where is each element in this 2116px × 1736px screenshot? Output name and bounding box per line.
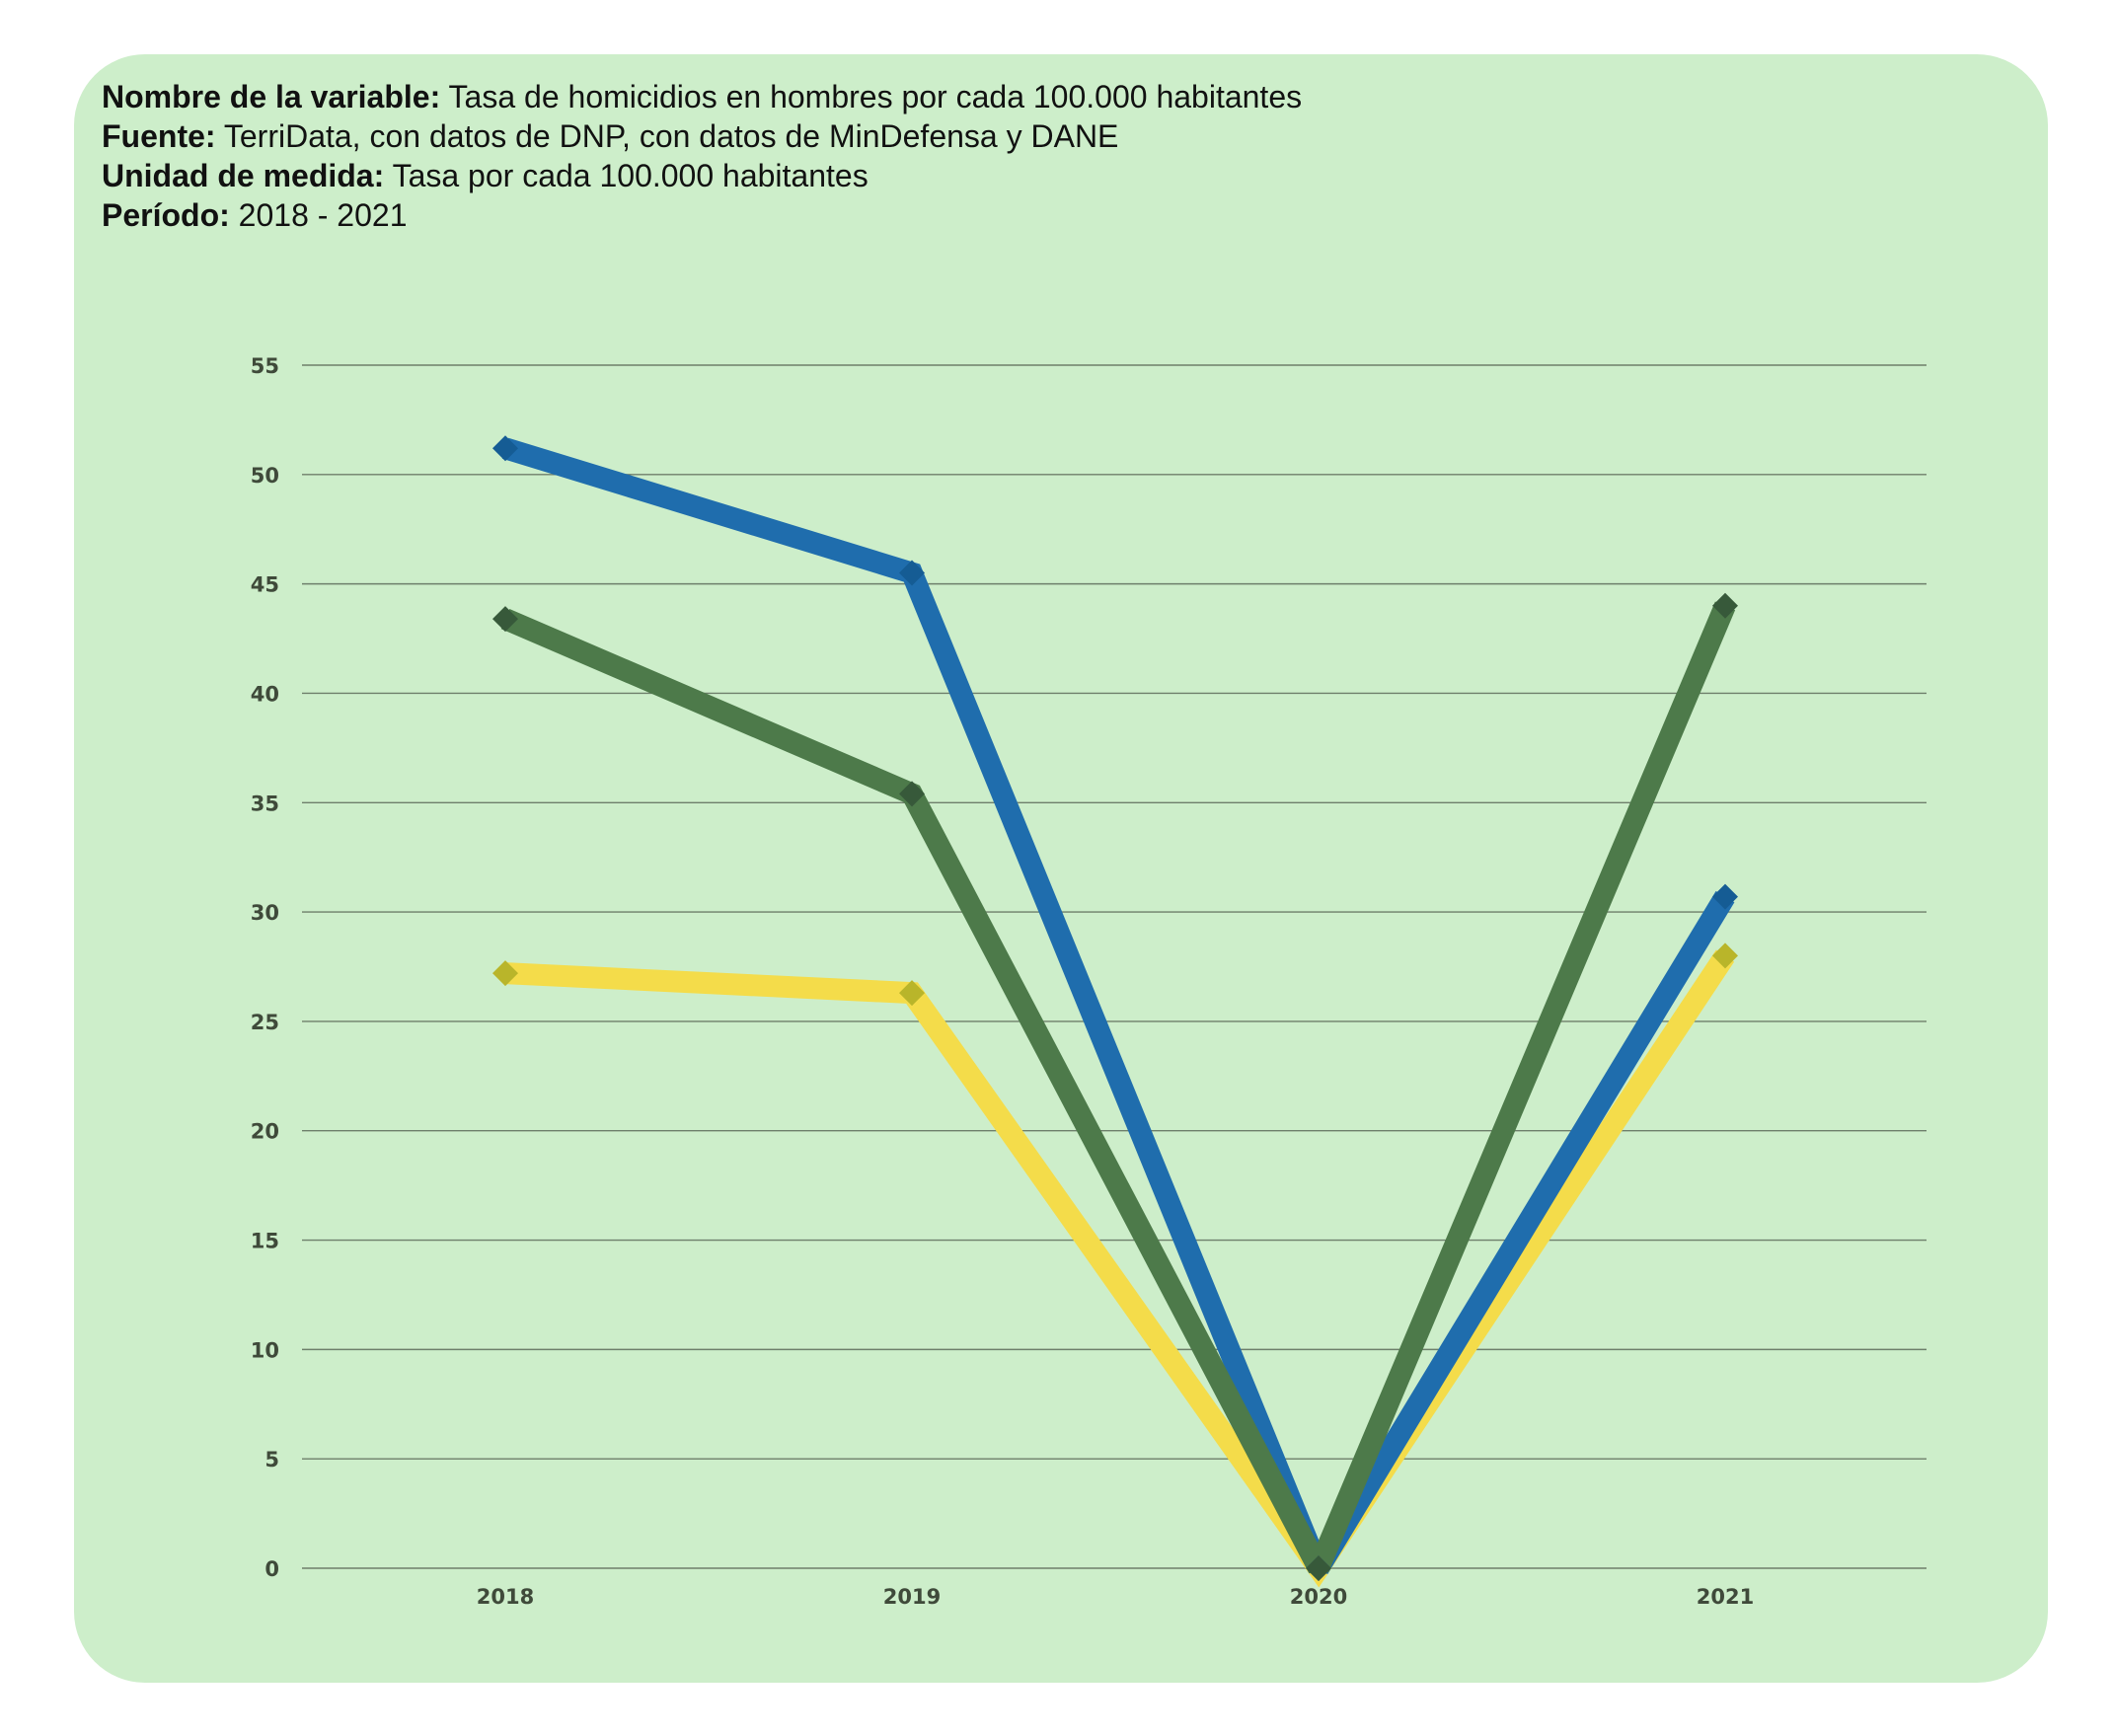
y-tick-label: 0 bbox=[264, 1557, 279, 1581]
x-tick-label: 2020 bbox=[1290, 1585, 1347, 1609]
series-line-3 bbox=[504, 949, 1735, 1588]
variable-name-row: Nombre de la variable: Tasa de homicidio… bbox=[102, 77, 1302, 116]
x-axis-ticks: 2018 2019 2020 2021 bbox=[477, 1585, 1754, 1609]
series-2-point-2018 bbox=[492, 606, 518, 633]
y-tick-label: 15 bbox=[251, 1230, 279, 1253]
chart-card bbox=[74, 54, 2048, 1683]
y-tick-label: 50 bbox=[251, 464, 279, 488]
series-line-1 bbox=[501, 437, 1735, 1574]
series-3-point-2021 bbox=[1712, 943, 1738, 969]
series-markers bbox=[492, 435, 1738, 1581]
y-tick-label: 40 bbox=[251, 682, 279, 706]
y-tick-label: 20 bbox=[251, 1120, 279, 1144]
series-1-point-2019 bbox=[899, 560, 925, 586]
y-tick-label: 5 bbox=[264, 1448, 279, 1472]
y-tick-label: 35 bbox=[251, 792, 279, 815]
y-tick-label: 25 bbox=[251, 1011, 279, 1034]
series-2-point-2019 bbox=[899, 781, 925, 807]
variable-name-label: Nombre de la variable: bbox=[102, 79, 441, 114]
series-2-point-2020 bbox=[1306, 1555, 1331, 1581]
chart-metadata: Nombre de la variable: Tasa de homicidio… bbox=[102, 77, 1302, 235]
unit-value: Tasa por cada 100.000 habitantes bbox=[392, 158, 869, 193]
x-tick-label: 2019 bbox=[883, 1585, 941, 1609]
unit-label: Unidad de medida: bbox=[102, 158, 385, 193]
series-line-2 bbox=[500, 601, 1736, 1574]
period-value: 2018 - 2021 bbox=[238, 197, 408, 233]
source-row: Fuente: TerriData, con datos de DNP, con… bbox=[102, 116, 1302, 156]
series-3-point-2019 bbox=[899, 980, 925, 1007]
series-1-point-2021 bbox=[1712, 883, 1738, 910]
variable-name-value: Tasa de homicidios en hombres por cada 1… bbox=[448, 79, 1303, 114]
y-tick-label: 30 bbox=[251, 901, 279, 925]
y-tick-label: 10 bbox=[251, 1338, 279, 1362]
series-3-point-2018 bbox=[492, 960, 518, 987]
y-tick-label: 55 bbox=[251, 354, 279, 378]
series-1-point-2018 bbox=[492, 435, 518, 462]
x-tick-label: 2018 bbox=[477, 1585, 534, 1609]
x-tick-label: 2021 bbox=[1697, 1585, 1754, 1609]
source-label: Fuente: bbox=[102, 118, 216, 154]
series-lines bbox=[500, 437, 1736, 1588]
y-axis-ticks: 0 5 10 15 20 25 30 35 40 45 50 55 bbox=[251, 354, 279, 1581]
period-label: Período: bbox=[102, 197, 230, 233]
source-value: TerriData, con datos de DNP, con datos d… bbox=[223, 118, 1119, 154]
series-2-point-2021 bbox=[1712, 592, 1738, 619]
period-row: Período: 2018 - 2021 bbox=[102, 195, 1302, 235]
unit-row: Unidad de medida: Tasa por cada 100.000 … bbox=[102, 156, 1302, 195]
y-tick-label: 45 bbox=[251, 573, 279, 597]
gridlines bbox=[302, 364, 1927, 1569]
